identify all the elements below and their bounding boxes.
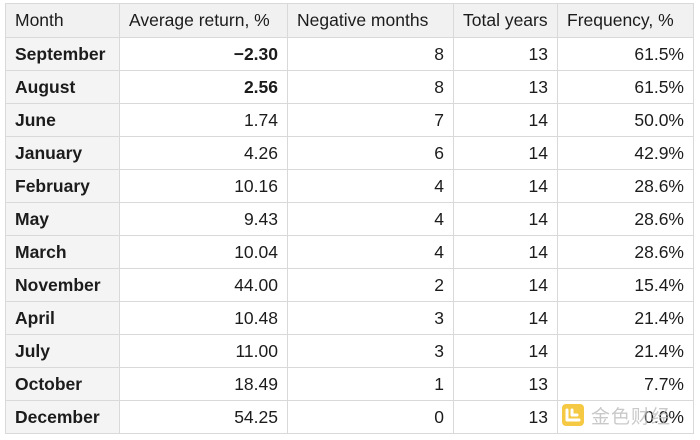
table-row: June 1.74 7 14 50.0% <box>5 103 694 137</box>
negative-months-cell: 8 <box>287 70 454 104</box>
negative-months-cell: 3 <box>287 301 454 335</box>
average-return-cell: 11.00 <box>119 334 288 368</box>
frequency-cell: 28.6% <box>557 202 694 236</box>
table-row: March 10.04 4 14 28.6% <box>5 235 694 269</box>
table-row: January 4.26 6 14 42.9% <box>5 136 694 170</box>
month-cell: October <box>5 367 120 401</box>
header-total-years: Total years <box>453 3 558 38</box>
negative-months-cell: 8 <box>287 37 454 71</box>
table-row: November 44.00 2 14 15.4% <box>5 268 694 302</box>
frequency-cell: 61.5% <box>557 70 694 104</box>
table-row: December 54.25 0 13 0.0% <box>5 400 694 434</box>
total-years-cell: 14 <box>453 202 558 236</box>
table-header-row: Month Average return, % Negative months … <box>5 3 694 38</box>
average-return-cell: 1.74 <box>119 103 288 137</box>
month-cell: March <box>5 235 120 269</box>
month-cell: December <box>5 400 120 434</box>
average-return-cell: −2.30 <box>119 37 288 71</box>
total-years-cell: 14 <box>453 334 558 368</box>
table-row: September −2.30 8 13 61.5% <box>5 37 694 71</box>
average-return-cell: 54.25 <box>119 400 288 434</box>
negative-months-cell: 0 <box>287 400 454 434</box>
watermark-text: 金色财经 <box>591 405 672 428</box>
average-return-cell: 44.00 <box>119 268 288 302</box>
average-return-cell: 4.26 <box>119 136 288 170</box>
frequency-cell: 61.5% <box>557 37 694 71</box>
monthly-returns-table-container: Month Average return, % Negative months … <box>5 3 694 434</box>
negative-months-cell: 6 <box>287 136 454 170</box>
header-month: Month <box>5 3 120 38</box>
total-years-cell: 13 <box>453 70 558 104</box>
table-row: October 18.49 1 13 7.7% <box>5 367 694 401</box>
frequency-cell: 7.7% <box>557 367 694 401</box>
table-row: August 2.56 8 13 61.5% <box>5 70 694 104</box>
month-cell: November <box>5 268 120 302</box>
average-return-cell: 10.16 <box>119 169 288 203</box>
table-row: July 11.00 3 14 21.4% <box>5 334 694 368</box>
total-years-cell: 13 <box>453 37 558 71</box>
header-negative-months: Negative months <box>287 3 454 38</box>
month-cell: June <box>5 103 120 137</box>
frequency-cell: 42.9% <box>557 136 694 170</box>
month-cell: May <box>5 202 120 236</box>
frequency-cell: 21.4% <box>557 301 694 335</box>
total-years-cell: 14 <box>453 301 558 335</box>
average-return-cell: 9.43 <box>119 202 288 236</box>
negative-months-cell: 4 <box>287 235 454 269</box>
frequency-cell: 28.6% <box>557 169 694 203</box>
month-cell: August <box>5 70 120 104</box>
negative-months-cell: 1 <box>287 367 454 401</box>
frequency-cell: 50.0% <box>557 103 694 137</box>
month-cell: February <box>5 169 120 203</box>
header-frequency: Frequency, % <box>557 3 694 38</box>
header-average-return: Average return, % <box>119 3 288 38</box>
total-years-cell: 14 <box>453 136 558 170</box>
total-years-cell: 14 <box>453 268 558 302</box>
frequency-cell: 21.4% <box>557 334 694 368</box>
negative-months-cell: 2 <box>287 268 454 302</box>
total-years-cell: 13 <box>453 367 558 401</box>
month-cell: January <box>5 136 120 170</box>
month-cell: September <box>5 37 120 71</box>
total-years-cell: 14 <box>453 103 558 137</box>
watermark: 金色财经 <box>561 399 691 431</box>
frequency-cell: 28.6% <box>557 235 694 269</box>
negative-months-cell: 3 <box>287 334 454 368</box>
negative-months-cell: 7 <box>287 103 454 137</box>
negative-months-cell: 4 <box>287 169 454 203</box>
total-years-cell: 13 <box>453 400 558 434</box>
total-years-cell: 14 <box>453 235 558 269</box>
total-years-cell: 14 <box>453 169 558 203</box>
negative-months-cell: 4 <box>287 202 454 236</box>
watermark-logo-icon <box>562 404 584 426</box>
average-return-cell: 18.49 <box>119 367 288 401</box>
month-cell: July <box>5 334 120 368</box>
average-return-cell: 2.56 <box>119 70 288 104</box>
average-return-cell: 10.48 <box>119 301 288 335</box>
table-row: April 10.48 3 14 21.4% <box>5 301 694 335</box>
table-row: May 9.43 4 14 28.6% <box>5 202 694 236</box>
table-row: February 10.16 4 14 28.6% <box>5 169 694 203</box>
average-return-cell: 10.04 <box>119 235 288 269</box>
frequency-cell: 15.4% <box>557 268 694 302</box>
monthly-returns-table: Month Average return, % Negative months … <box>5 3 694 434</box>
month-cell: April <box>5 301 120 335</box>
